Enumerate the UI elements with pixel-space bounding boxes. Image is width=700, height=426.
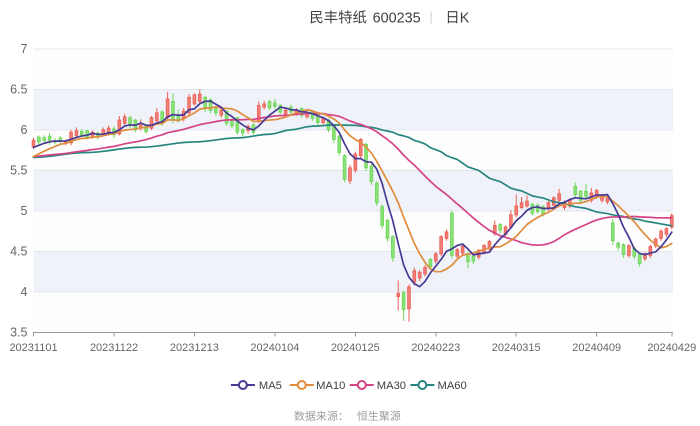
svg-text:MA30: MA30: [377, 380, 406, 392]
svg-text:K: K: [460, 10, 470, 26]
svg-text:20231213: 20231213: [170, 342, 219, 354]
svg-text:20240223: 20240223: [411, 342, 460, 354]
svg-text:600235: 600235: [373, 10, 421, 26]
svg-text:20240315: 20240315: [492, 342, 541, 354]
svg-text:20240104: 20240104: [250, 342, 299, 354]
svg-text:20240429: 20240429: [647, 342, 696, 354]
svg-text:5.5: 5.5: [10, 164, 27, 178]
svg-text:MA5: MA5: [259, 380, 282, 392]
svg-text:20240409: 20240409: [572, 342, 621, 354]
svg-text:5: 5: [21, 204, 28, 218]
svg-text:4.5: 4.5: [10, 245, 27, 259]
svg-text:7: 7: [21, 42, 28, 56]
svg-text:3.5: 3.5: [10, 326, 27, 340]
svg-text:20231101: 20231101: [9, 342, 57, 354]
svg-text:20231122: 20231122: [90, 342, 138, 354]
svg-text:4: 4: [21, 285, 28, 299]
svg-text:20240125: 20240125: [331, 342, 380, 354]
svg-text:6.5: 6.5: [10, 83, 27, 97]
svg-text:MA60: MA60: [438, 380, 467, 392]
svg-text:6: 6: [21, 123, 28, 137]
svg-text:MA10: MA10: [316, 380, 345, 392]
